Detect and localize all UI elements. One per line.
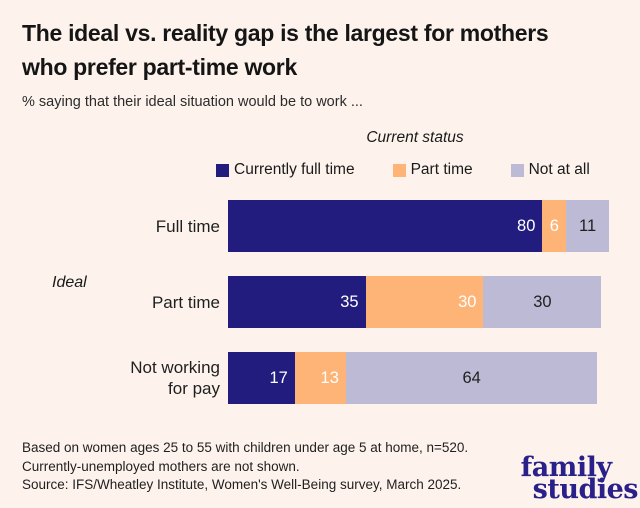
- category-label: Part time: [151, 292, 220, 312]
- value-label: 30: [533, 292, 552, 311]
- value-label: 35: [340, 292, 359, 311]
- category-label: Not working for pay: [130, 358, 220, 398]
- legend-swatch-icon: [392, 163, 406, 177]
- value-label: 64: [462, 368, 481, 387]
- chart-legend: Currently full time Part time Not at all: [216, 161, 590, 179]
- footer-notes: Based on women ages 25 to 55 with childr…: [22, 439, 522, 495]
- page-subtitle: % saying that their ideal situation woul…: [22, 94, 363, 110]
- legend-item-label: Currently full time: [234, 161, 355, 178]
- family-studies-logo: family studies: [520, 452, 639, 505]
- footer-note-line: Currently-unemployed mothers are not sho…: [22, 458, 300, 474]
- legend-item-label: Part time: [410, 161, 473, 178]
- bar-segment: 30: [483, 276, 602, 328]
- legend-item-label: Not at all: [528, 161, 590, 178]
- bar-row: 80 6 11: [228, 200, 610, 252]
- logo-line2: studies: [532, 474, 639, 505]
- bar-segment: 80: [228, 200, 543, 252]
- footer-note-line: Source: IFS/Wheatley Institute, Women's …: [22, 477, 462, 492]
- logo-line1: family: [520, 452, 612, 483]
- page-title: The ideal vs. reality gap is the largest…: [22, 20, 549, 80]
- bar-segment: 17: [228, 352, 295, 404]
- footer-note-line: Based on women ages 25 to 55 with childr…: [22, 440, 469, 455]
- bar-segment: 13: [294, 352, 346, 404]
- legend-item-currently-full-time: Currently full time: [216, 161, 355, 179]
- bar-row: 35 30 30: [228, 276, 602, 328]
- bar-segment: 64: [345, 352, 598, 404]
- value-label: 11: [579, 216, 597, 235]
- group-axis-label: Ideal: [52, 274, 87, 291]
- bar-segment: 30: [365, 276, 484, 328]
- category-label: Full time: [155, 216, 220, 236]
- value-label: 17: [269, 368, 288, 387]
- value-label: 30: [458, 292, 477, 311]
- value-label: 13: [320, 368, 339, 387]
- value-label: 80: [517, 216, 536, 235]
- legend-title: Current status: [366, 129, 464, 146]
- legend-item-part-time: Part time: [392, 161, 473, 179]
- legend-swatch-icon: [510, 163, 524, 177]
- bar-segment: 6: [542, 200, 566, 252]
- bar-segment: 11: [565, 200, 610, 252]
- legend-swatch-icon: [216, 163, 229, 177]
- bar-segment: 35: [228, 276, 366, 328]
- value-label: 6: [549, 216, 559, 235]
- legend-item-not-at-all: Not at all: [510, 161, 590, 179]
- bar-row: 17 13 64: [228, 352, 598, 404]
